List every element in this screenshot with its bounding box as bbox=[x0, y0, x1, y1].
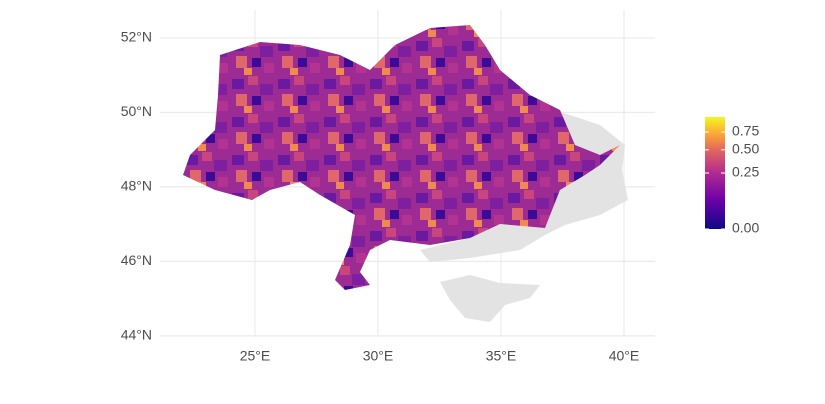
y-tick-label: 46°N bbox=[121, 252, 152, 268]
legend: 0.00 0.25 0.50 0.75 bbox=[705, 117, 759, 236]
legend-tick-label: 0.00 bbox=[732, 220, 759, 236]
axes: 25°E 30°E 35°E 40°E 44°N 46°N 48°N 50°N 52°N bbox=[121, 29, 640, 364]
y-tick-label: 44°N bbox=[121, 327, 152, 343]
legend-ticks: 0.00 0.25 0.50 0.75 bbox=[705, 123, 759, 236]
legend-tick-label: 0.25 bbox=[732, 164, 759, 180]
y-tick-label: 50°N bbox=[121, 103, 152, 119]
ukraine-regions bbox=[183, 25, 620, 290]
x-tick-label: 25°E bbox=[240, 348, 271, 364]
y-tick-label: 48°N bbox=[121, 178, 152, 194]
colorbar bbox=[705, 117, 725, 229]
legend-tick-label: 0.50 bbox=[732, 141, 759, 157]
crimea bbox=[440, 275, 540, 322]
x-tick-label: 35°E bbox=[486, 348, 517, 364]
y-tick-label: 52°N bbox=[121, 29, 152, 45]
map-shapes bbox=[183, 25, 628, 322]
occupied-area bbox=[420, 110, 628, 262]
x-tick-label: 40°E bbox=[609, 348, 640, 364]
legend-tick-label: 0.75 bbox=[732, 123, 759, 139]
x-tick-label: 30°E bbox=[363, 348, 394, 364]
